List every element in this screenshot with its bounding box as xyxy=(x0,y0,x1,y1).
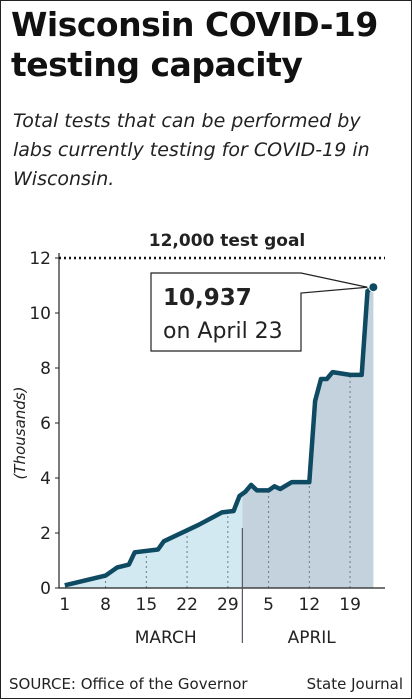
line xyxy=(64,285,375,588)
chart-title: Wisconsin COVID-19 testing capacity xyxy=(11,5,378,84)
y-tick-label: 10 xyxy=(29,304,51,324)
y-tick-label: 8 xyxy=(40,359,51,379)
y-tick-label: 2 xyxy=(40,524,51,544)
chart-subtitle: Total tests that can be performed by lab… xyxy=(13,110,370,190)
annotation-box xyxy=(150,272,368,352)
y-tick-label: 12 xyxy=(29,249,51,269)
x-tick-label: 8 xyxy=(100,595,111,615)
y-tick-label: 4 xyxy=(40,469,51,489)
annotation-value: 10,937 xyxy=(163,285,252,311)
y-axis-label: (Thousands) xyxy=(11,387,29,480)
end-point xyxy=(368,282,379,293)
source: SOURCE: Office of the Governor xyxy=(9,675,248,693)
month-label: APRIL xyxy=(288,628,337,648)
x-tick-label: 29 xyxy=(217,595,239,615)
y-tick-label: 6 xyxy=(40,414,51,434)
x-tick-label: 15 xyxy=(136,595,158,615)
x-tick-label: 5 xyxy=(263,595,274,615)
x-tick-label: 19 xyxy=(339,595,361,615)
y-tick-label: 0 xyxy=(40,579,51,599)
month-label: MARCH xyxy=(135,628,197,648)
annotation-text: on April 23 xyxy=(163,319,283,344)
area xyxy=(242,287,374,588)
credit: State Journal xyxy=(307,675,403,693)
x-tick-label: 12 xyxy=(299,595,321,615)
area xyxy=(64,493,243,588)
x-tick-label: 1 xyxy=(59,595,70,615)
goal-label: 12,000 test goal xyxy=(149,231,306,251)
x-tick-label: 22 xyxy=(176,595,198,615)
